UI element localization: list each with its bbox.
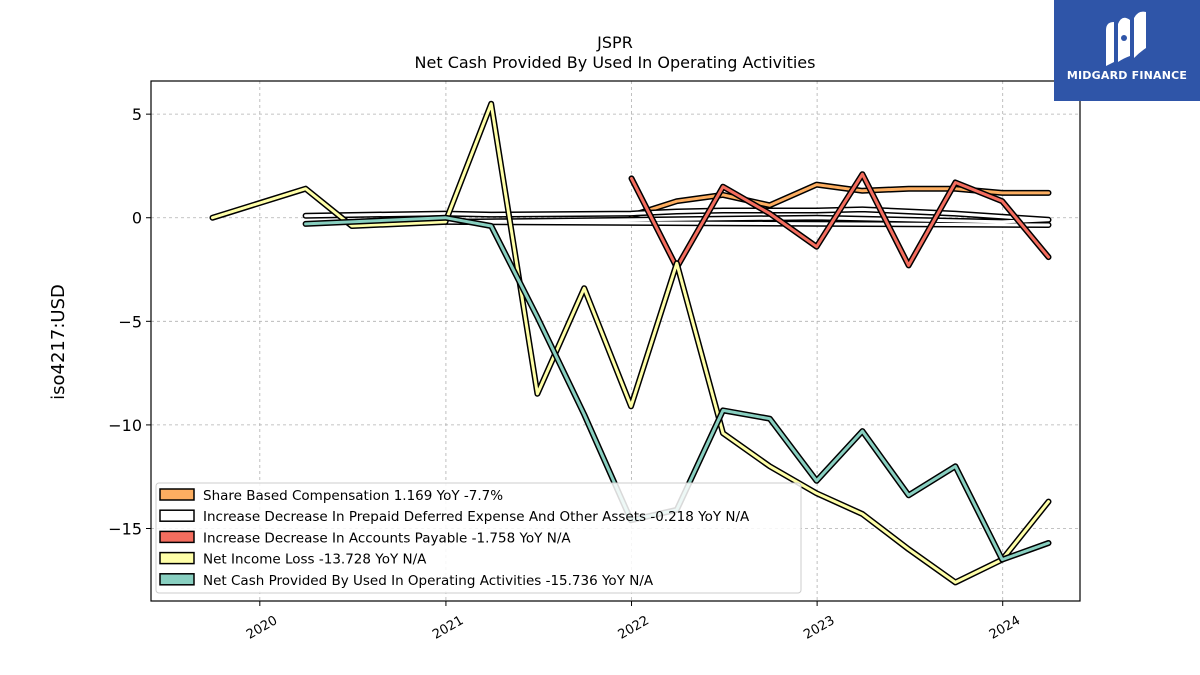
y-tick-label: −10	[108, 416, 142, 435]
y-tick-label: −5	[118, 312, 142, 331]
x-tick-label: 2020	[244, 613, 280, 643]
x-ticks: 2020 2021 2022 2023 2024	[244, 601, 1023, 643]
x-tick-label: 2021	[430, 613, 466, 643]
legend: Share Based Compensation 1.169 YoY -7.7%…	[155, 482, 802, 594]
y-ticks: 5 0 −5 −10 −15	[108, 105, 151, 538]
legend-label: Increase Decrease In Accounts Payable -1…	[203, 530, 571, 546]
brand-mark-icon	[1106, 11, 1146, 66]
y-tick-label: 0	[132, 209, 142, 228]
chart-subtitle: Net Cash Provided By Used In Operating A…	[415, 53, 816, 72]
series-lines	[209, 100, 1052, 586]
chart-title: JSPR	[596, 33, 633, 52]
legend-box	[155, 482, 802, 594]
series-3	[628, 171, 1052, 271]
plot-frame	[150, 80, 1081, 602]
y-tick-label: 5	[132, 105, 142, 124]
legend-label: Increase Decrease In Prepaid Deferred Ex…	[203, 509, 750, 525]
y-tick-label: −15	[108, 519, 142, 538]
legend-swatch	[159, 509, 195, 522]
brand-logo-text: MIDGARD FINANCE	[1066, 69, 1188, 82]
series-line	[211, 102, 1050, 584]
legend-swatch	[159, 551, 195, 565]
series-line	[304, 216, 1050, 562]
series-4	[209, 100, 1052, 586]
x-tick-label: 2023	[801, 613, 837, 643]
legend-label: Net Income Loss -13.728 YoY N/A	[203, 552, 427, 568]
series-line	[630, 172, 1050, 269]
legend-label: Share Based Compensation 1.169 YoY -7.7%	[203, 488, 503, 504]
legend-swatch	[159, 530, 195, 544]
legend-label: Net Cash Provided By Used In Operating A…	[203, 573, 654, 589]
legend-swatch	[159, 573, 195, 586]
x-tick-label: 2024	[987, 613, 1023, 643]
series-2	[302, 206, 1052, 228]
series-line	[304, 207, 1050, 227]
legend-swatch	[159, 488, 195, 501]
y-axis-label: iso4217:USD	[48, 284, 69, 400]
series-5	[302, 214, 1052, 563]
x-tick-label: 2022	[616, 613, 652, 643]
brand-logo: MIDGARD FINANCE	[1054, 0, 1200, 101]
